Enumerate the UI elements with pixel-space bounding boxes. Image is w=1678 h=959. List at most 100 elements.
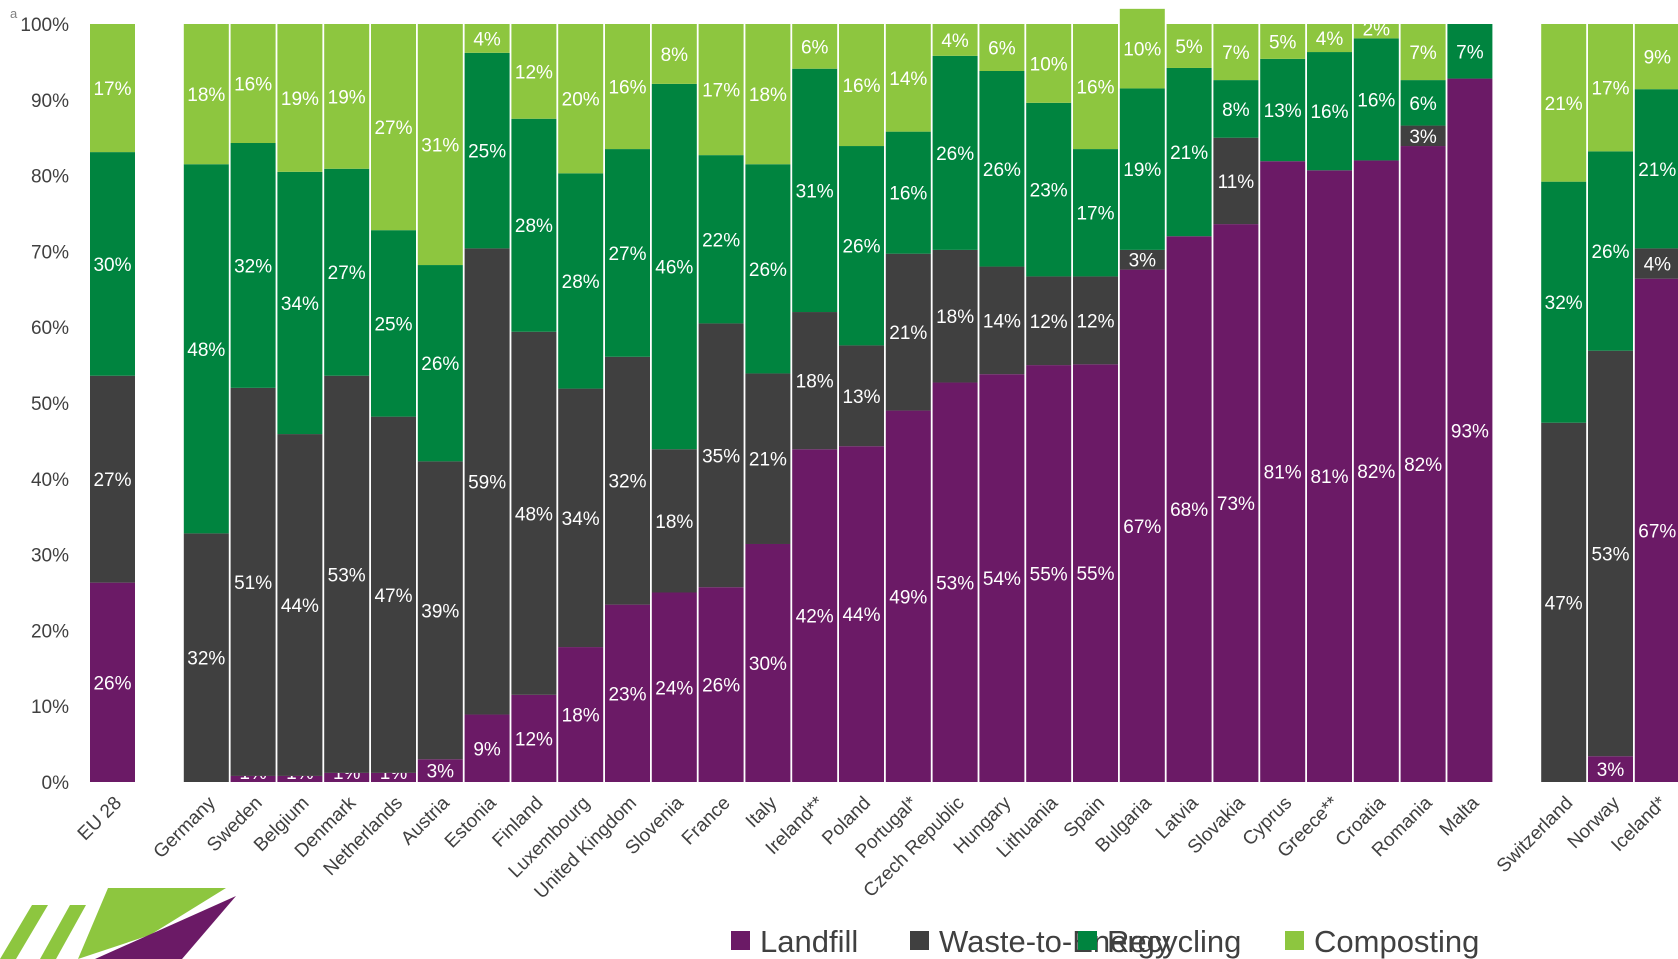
bar-group-italy: 30% 21% 26% 18% bbox=[745, 24, 791, 782]
data-label-denmark-waste-to-energy: 53% bbox=[328, 565, 366, 586]
bar-group-greece: 81% 16% 4% bbox=[1307, 24, 1352, 782]
logo-stripe-3 bbox=[78, 888, 226, 959]
data-label-italy-landfill: 30% bbox=[749, 654, 787, 675]
data-label-poland-waste-to-energy: 13% bbox=[842, 387, 880, 408]
bar-group-norway: 3% 53% 26% 17% bbox=[1588, 24, 1633, 782]
data-label-czech-republic-composting: 4% bbox=[941, 31, 969, 52]
data-label-greece-recycling: 16% bbox=[1310, 102, 1348, 123]
legend-swatch-landfill bbox=[731, 931, 750, 950]
bar-romania-recycling bbox=[1400, 80, 1446, 126]
bar-group-france: 26% 35% 22% 17% bbox=[698, 24, 744, 782]
bar-germany-recycling bbox=[183, 164, 229, 534]
bar-czech-republic-landfill bbox=[932, 382, 978, 782]
bar-denmark-landfill bbox=[324, 772, 370, 782]
bar-ireland-recycling bbox=[792, 68, 838, 313]
bar-italy-recycling bbox=[745, 164, 791, 374]
bar-group-spain: 55% 12% 17% 16% bbox=[1073, 24, 1118, 782]
data-label-poland-landfill: 44% bbox=[842, 605, 880, 626]
data-label-belgium-waste-to-energy: 44% bbox=[281, 596, 319, 617]
bar-greece-composting bbox=[1307, 24, 1352, 53]
data-label-united-kingdom-recycling: 27% bbox=[608, 244, 646, 265]
data-label-czech-republic-waste-to-energy: 18% bbox=[936, 307, 974, 328]
data-label-lithuania-waste-to-energy: 12% bbox=[1030, 312, 1068, 333]
data-label-portugal-landfill: 49% bbox=[889, 587, 927, 608]
y-tick-label-50: 50% bbox=[31, 394, 69, 415]
legend-swatch-composting bbox=[1285, 931, 1304, 950]
bar-netherlands-landfill bbox=[371, 772, 416, 782]
data-label-austria-landfill: 3% bbox=[427, 762, 455, 783]
y-tick-label-30: 30% bbox=[31, 546, 69, 567]
bar-slovenia-recycling bbox=[651, 83, 697, 450]
data-label-netherlands-waste-to-energy: 47% bbox=[374, 586, 412, 607]
bar-group-slovenia: 24% 18% 46% 8% bbox=[651, 24, 697, 782]
bar-iceland-composting bbox=[1634, 24, 1678, 90]
data-label-austria-waste-to-energy: 39% bbox=[421, 601, 459, 622]
bar-sweden-recycling bbox=[230, 143, 276, 388]
data-label-france-waste-to-energy: 35% bbox=[702, 446, 740, 467]
bar-germany-composting bbox=[183, 24, 229, 165]
data-label-bulgaria-composting: 10% bbox=[1123, 40, 1161, 61]
data-label-sweden-recycling: 32% bbox=[234, 256, 272, 277]
bar-bulgaria-landfill bbox=[1119, 269, 1165, 782]
bars: 26%27%30%17%32%48%18%1%51%32%16%1%44%34%… bbox=[90, 8, 1678, 784]
data-label-poland-composting: 16% bbox=[842, 76, 880, 97]
data-label-france-recycling: 22% bbox=[702, 230, 740, 251]
category-label-italy: Italy bbox=[742, 792, 782, 832]
corner-note: a bbox=[10, 6, 18, 21]
bar-hungary-recycling bbox=[979, 70, 1025, 267]
bar-group-ireland: 42% 18% 31% 6% bbox=[792, 24, 838, 782]
bar-ireland-composting bbox=[792, 24, 838, 69]
bar-czech-republic-recycling bbox=[932, 55, 978, 250]
data-label-estonia-landfill: 9% bbox=[473, 739, 501, 760]
data-label-latvia-composting: 5% bbox=[1175, 37, 1203, 58]
bar-denmark-recycling bbox=[324, 168, 370, 376]
data-label-lithuania-composting: 10% bbox=[1030, 54, 1068, 75]
data-label-france-composting: 17% bbox=[702, 81, 740, 102]
legend-label-waste-to-energy: Waste-to-Energy bbox=[939, 924, 1171, 959]
bar-group-netherlands: 1%47%25%27% bbox=[371, 24, 416, 784]
legend-item-landfill: Landfill bbox=[731, 924, 858, 959]
bar-finland-recycling bbox=[511, 118, 557, 332]
data-label-latvia-landfill: 68% bbox=[1170, 500, 1208, 521]
data-label-malta-recycling: 7% bbox=[1456, 42, 1484, 63]
bar-slovakia-recycling bbox=[1213, 80, 1259, 138]
bar-sweden-composting bbox=[230, 24, 276, 144]
bar-czech-republic-waste-to-energy bbox=[932, 249, 978, 383]
data-label-italy-composting: 18% bbox=[749, 85, 787, 106]
data-label-denmark-recycling: 27% bbox=[328, 263, 366, 284]
bar-united-kingdom-waste-to-energy bbox=[605, 356, 650, 605]
bar-lithuania-composting bbox=[1026, 24, 1072, 103]
logo-stripe-4 bbox=[95, 896, 236, 959]
bar-lithuania-recycling bbox=[1026, 102, 1072, 277]
bar-iceland-landfill bbox=[1634, 278, 1678, 782]
bar-norway-recycling bbox=[1588, 151, 1633, 351]
data-label-united-kingdom-composting: 16% bbox=[608, 78, 646, 99]
data-label-slovakia-landfill: 73% bbox=[1217, 494, 1255, 515]
data-label-bulgaria-landfill: 67% bbox=[1123, 517, 1161, 538]
bar-czech-republic-composting bbox=[932, 24, 978, 56]
legend-item-recycling: Recycling bbox=[1078, 924, 1241, 959]
bar-group-austria: 3% 39% 26% 31% bbox=[417, 24, 463, 783]
bar-romania-waste-to-energy bbox=[1400, 125, 1446, 147]
bar-greece-recycling bbox=[1307, 52, 1352, 171]
data-label-romania-waste-to-energy: 3% bbox=[1409, 127, 1437, 148]
bar-finland-composting bbox=[511, 24, 557, 119]
bar-germany-waste-to-energy bbox=[183, 533, 229, 782]
bar-belgium-landfill bbox=[277, 775, 323, 782]
bar-greece-landfill bbox=[1307, 170, 1352, 782]
data-label-slovakia-composting: 7% bbox=[1222, 43, 1250, 64]
bar-norway-composting bbox=[1588, 24, 1633, 152]
data-label-switzerland-recycling: 32% bbox=[1545, 293, 1583, 314]
category-label-france: France bbox=[678, 793, 735, 850]
bar-slovenia-waste-to-energy bbox=[651, 449, 697, 593]
bar-group-cyprus: 81% 13% 5% bbox=[1260, 24, 1306, 782]
bar-slovakia-waste-to-energy bbox=[1213, 137, 1259, 225]
bar-spain-recycling bbox=[1073, 149, 1118, 277]
data-label-poland-recycling: 26% bbox=[842, 237, 880, 258]
bar-eu-28-composting bbox=[90, 24, 135, 153]
bar-austria-composting bbox=[417, 24, 463, 266]
data-label-austria-recycling: 26% bbox=[421, 354, 459, 375]
bar-group-croatia: 82% 16% 2% bbox=[1353, 19, 1399, 782]
bar-group-romania: 82% 3% 6% 7% bbox=[1400, 24, 1446, 783]
y-tick-label-60: 60% bbox=[31, 318, 69, 339]
